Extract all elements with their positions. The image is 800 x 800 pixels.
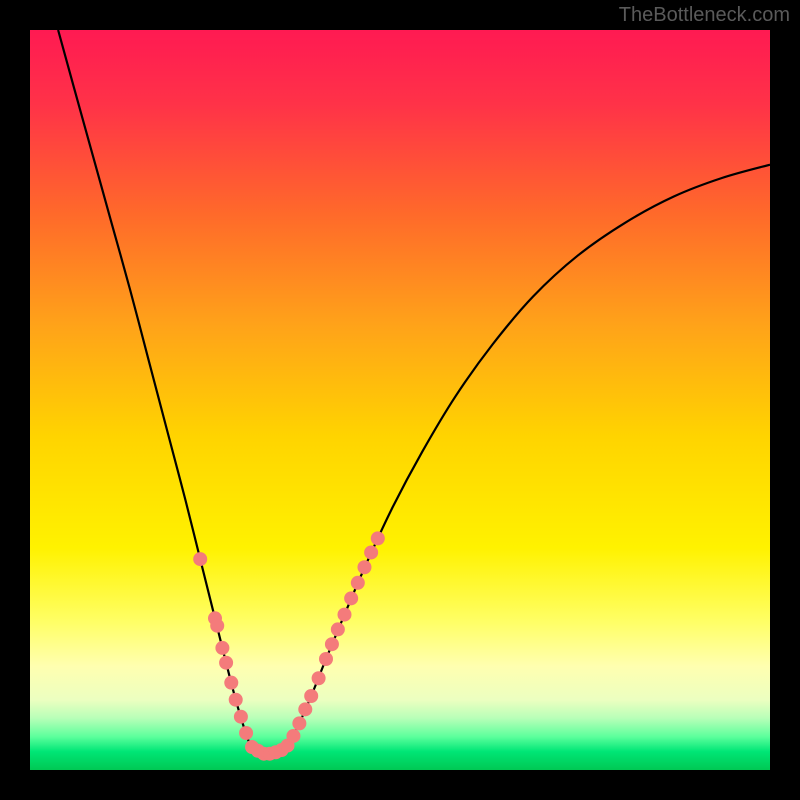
watermark-text: TheBottleneck.com (619, 4, 790, 27)
plot-area (30, 30, 770, 770)
chart-svg (30, 30, 770, 770)
data-marker (215, 641, 229, 655)
data-marker (338, 608, 352, 622)
gradient-background (30, 30, 770, 770)
data-marker (193, 552, 207, 566)
data-marker (344, 591, 358, 605)
data-marker (357, 560, 371, 574)
data-marker (325, 637, 339, 651)
data-marker (304, 689, 318, 703)
data-marker (319, 652, 333, 666)
data-marker (219, 656, 233, 670)
data-marker (364, 545, 378, 559)
data-marker (331, 622, 345, 636)
data-marker (312, 671, 326, 685)
data-marker (286, 729, 300, 743)
data-marker (224, 676, 238, 690)
data-marker (298, 702, 312, 716)
data-marker (371, 531, 385, 545)
data-marker (229, 693, 243, 707)
data-marker (292, 716, 306, 730)
data-marker (239, 726, 253, 740)
data-marker (351, 576, 365, 590)
data-marker (210, 619, 224, 633)
plot-frame (30, 30, 770, 770)
data-marker (234, 710, 248, 724)
